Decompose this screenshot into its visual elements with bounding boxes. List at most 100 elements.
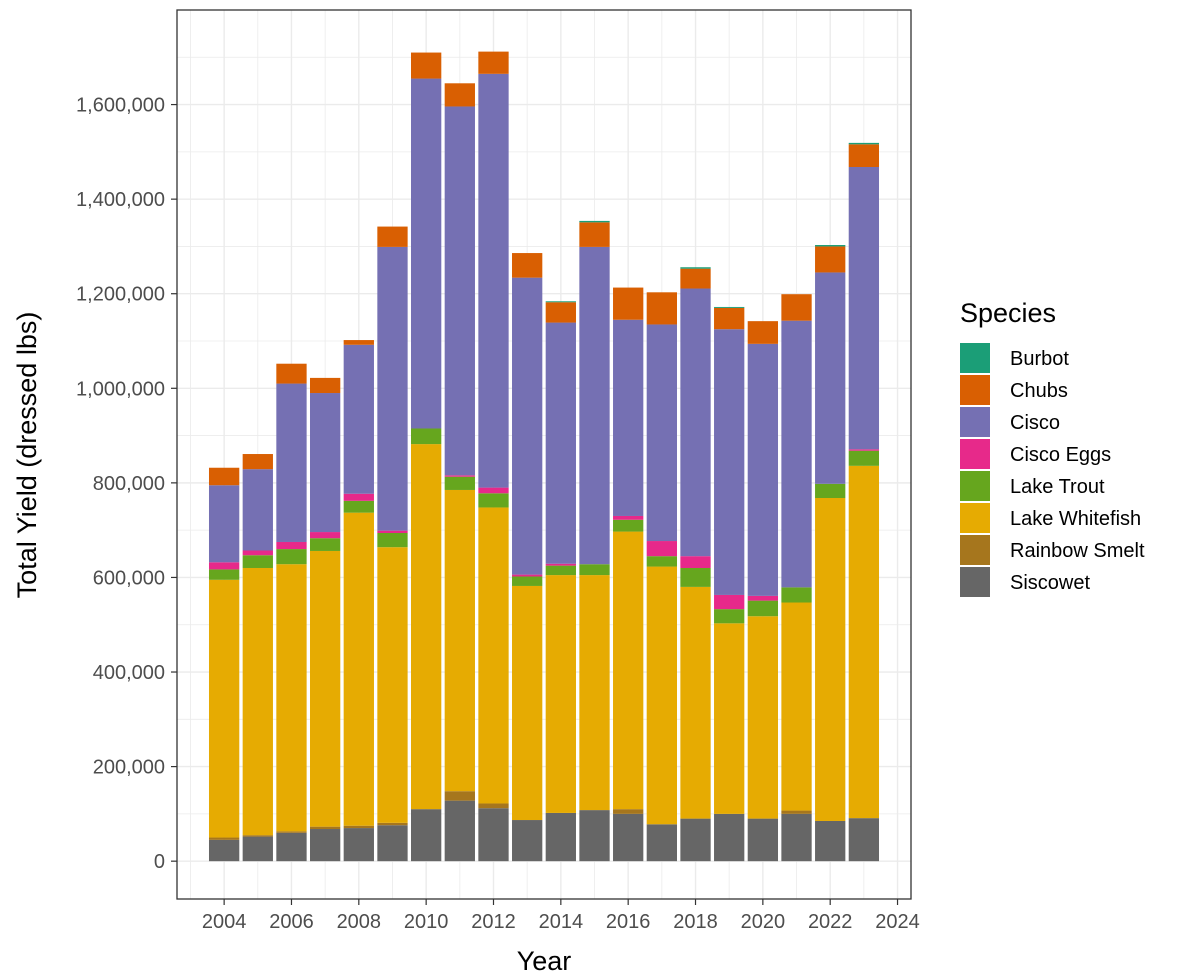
bar-burbot-2019 (714, 306, 745, 308)
bar-burbot-2023 (848, 142, 880, 145)
bar-rainbow-smelt-2012 (478, 803, 509, 809)
legend-key-siscowet (960, 567, 990, 597)
bar-cisco-eggs-2017 (646, 541, 677, 557)
bar-rainbow-smelt-2009 (377, 822, 408, 826)
bars-layer (208, 51, 880, 862)
bar-lake-whitefish-2020 (747, 616, 779, 819)
y-tick-label: 1,600,000 (76, 95, 165, 117)
bar-rainbow-smelt-2021 (781, 810, 812, 814)
bar-cisco-eggs-2016 (613, 515, 644, 520)
x-tick-label: 2012 (471, 911, 516, 933)
legend-label-cisco-eggs: Cisco Eggs (1010, 444, 1111, 466)
y-tick-label: 200,000 (93, 757, 165, 779)
bar-lake-whitefish-2010 (411, 444, 442, 810)
bar-lake-trout-2004 (208, 569, 240, 580)
x-tick-label: 2004 (202, 911, 247, 933)
bar-cisco-2015 (579, 246, 610, 565)
bar-siscowet-2004 (208, 839, 240, 862)
bar-lake-whitefish-2009 (377, 547, 408, 823)
bar-siscowet-2020 (747, 818, 779, 862)
bar-lake-whitefish-2012 (478, 507, 509, 804)
x-tick-label: 2024 (875, 911, 920, 933)
legend-key-rainbow-smelt (960, 535, 990, 565)
bar-cisco-2005 (242, 469, 273, 551)
bar-rainbow-smelt-2007 (309, 826, 341, 830)
legend-title: Species (960, 298, 1056, 328)
bar-lake-whitefish-2023 (848, 465, 880, 819)
bar-lake-whitefish-2005 (242, 567, 273, 836)
bar-chubs-2017 (646, 292, 677, 325)
bar-cisco-2007 (309, 393, 341, 533)
bar-lake-whitefish-2014 (545, 575, 576, 813)
axes-layer: 2004 2006 2008 2010 2012 2014 2016 2018 2020 2022… (76, 95, 920, 933)
bar-cisco-eggs-2014 (545, 563, 576, 566)
bar-chubs-2022 (815, 246, 846, 273)
y-tick-label: 400,000 (93, 662, 165, 684)
bar-lake-trout-2012 (478, 493, 509, 508)
bar-cisco-2020 (747, 343, 779, 596)
bar-lake-trout-2009 (377, 532, 408, 548)
bar-chubs-2008 (343, 340, 374, 345)
bar-siscowet-2021 (781, 813, 812, 862)
bar-siscowet-2017 (646, 824, 677, 862)
bar-lake-trout-2015 (579, 564, 610, 576)
bar-burbot-2022 (815, 245, 846, 247)
bar-chubs-2023 (848, 144, 880, 167)
bar-cisco-eggs-2007 (309, 532, 341, 539)
legend-label-lake-whitefish: Lake Whitefish (1010, 508, 1141, 530)
bar-siscowet-2005 (242, 836, 273, 862)
bar-lake-whitefish-2006 (276, 564, 307, 832)
bar-siscowet-2018 (680, 818, 711, 862)
bar-siscowet-2013 (512, 820, 543, 862)
x-tick-label: 2010 (404, 911, 449, 933)
y-tick-label: 600,000 (93, 567, 165, 589)
x-tick-label: 2020 (741, 911, 786, 933)
x-tick-label: 2022 (808, 911, 853, 933)
legend-label-cisco: Cisco (1010, 412, 1060, 434)
bar-lake-trout-2018 (680, 567, 711, 587)
bar-lake-trout-2019 (714, 609, 745, 624)
x-tick-label: 2014 (539, 911, 584, 933)
bar-chubs-2004 (208, 467, 240, 486)
legend-key-burbot (960, 343, 990, 373)
bar-lake-trout-2014 (545, 565, 576, 576)
bar-siscowet-2023 (848, 818, 880, 862)
bar-chubs-2015 (579, 222, 610, 247)
bar-chubs-2013 (512, 253, 543, 278)
bar-siscowet-2010 (411, 809, 442, 862)
y-tick-label: 800,000 (93, 473, 165, 495)
bar-chubs-2011 (444, 83, 475, 107)
bar-chubs-2010 (411, 52, 442, 79)
x-tick-label: 2006 (269, 911, 314, 933)
bar-cisco-2006 (276, 383, 307, 542)
bar-cisco-2012 (478, 73, 509, 488)
y-tick-label: 1,400,000 (76, 189, 165, 211)
plot-panel-border (176, 9, 912, 900)
x-axis-title: Year (517, 946, 572, 976)
y-axis-title: Total Yield (dressed lbs) (12, 312, 42, 599)
bar-lake-trout-2023 (848, 450, 880, 466)
y-tick-label: 1,000,000 (76, 378, 165, 400)
bar-chubs-2012 (478, 51, 509, 74)
bar-lake-trout-2008 (343, 500, 374, 513)
bar-lake-trout-2017 (646, 556, 677, 567)
bar-siscowet-2008 (343, 828, 374, 862)
legend-label-chubs: Chubs (1010, 380, 1068, 402)
bar-siscowet-2006 (276, 832, 307, 862)
bar-chubs-2009 (377, 226, 408, 247)
bar-lake-trout-2006 (276, 549, 307, 565)
bar-lake-trout-2022 (815, 483, 846, 499)
bar-burbot-2014 (545, 301, 576, 303)
legend-key-cisco (960, 407, 990, 437)
bar-cisco-2016 (613, 319, 644, 516)
bar-chubs-2016 (613, 287, 644, 320)
bar-rainbow-smelt-2011 (444, 791, 475, 801)
bar-burbot-2018 (680, 267, 711, 269)
bar-chubs-2021 (781, 294, 812, 321)
bar-cisco-2023 (848, 166, 880, 450)
bar-lake-trout-2010 (411, 428, 442, 445)
bar-siscowet-2016 (613, 813, 644, 862)
bar-lake-whitefish-2008 (343, 512, 374, 826)
bar-cisco-eggs-2013 (512, 574, 543, 577)
